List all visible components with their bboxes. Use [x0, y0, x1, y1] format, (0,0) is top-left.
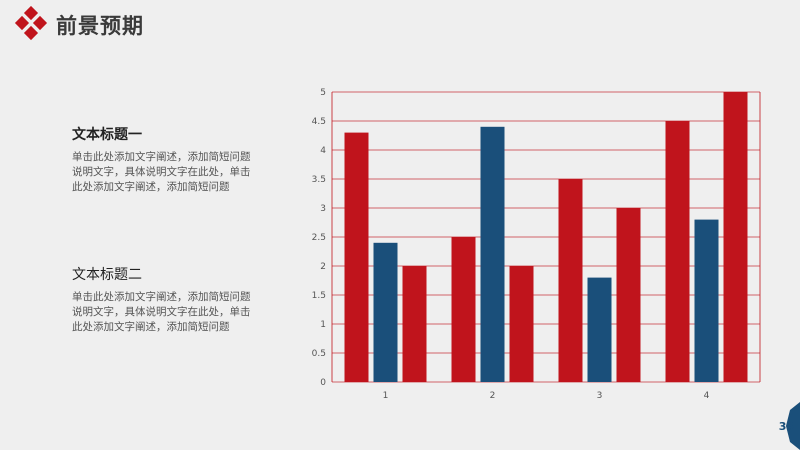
bar [587, 277, 612, 382]
diamond-logo-icon [14, 6, 48, 41]
text-block-1-body: 单击此处添加文字阐述，添加简短问题说明文字，具体说明文字在此处，单击此处添加文字… [72, 151, 251, 193]
y-tick-label: 0 [320, 378, 326, 388]
text-block-1-heading: 文本标题一 [72, 127, 142, 143]
text-block-2-body: 单击此处添加文字阐述，添加简短问题说明文字，具体说明文字在此处，单击此处添加文字… [72, 291, 251, 333]
page-number: 33 [778, 420, 794, 433]
bar [344, 132, 369, 382]
x-tick-label: 3 [597, 391, 603, 401]
text-block-1: 文本标题一 单击此处添加文字阐述，添加简短问题说明文字，具体说明文字在此处，单击… [72, 124, 254, 195]
bar [373, 242, 398, 382]
bar [451, 237, 476, 382]
bar [665, 121, 690, 382]
bar [616, 208, 641, 382]
y-tick-label: 4 [320, 146, 326, 156]
text-block-2-heading: 文本标题二 [72, 267, 142, 283]
bar [694, 219, 719, 382]
bar [723, 92, 748, 382]
bar [558, 179, 583, 382]
bar-chart: 0 0.5 1 1.5 2 2.5 3 3.5 4 4.5 5 1 2 3 4 [312, 88, 761, 401]
bar [402, 266, 427, 382]
bar [480, 126, 505, 382]
y-tick-label: 2.5 [312, 233, 326, 243]
y-tick-label: 2 [320, 262, 326, 272]
x-tick-label: 4 [704, 391, 710, 401]
corner-hexagon-icon [786, 402, 800, 450]
y-tick-label: 0.5 [312, 349, 326, 359]
y-tick-label: 3 [320, 204, 326, 214]
y-tick-label: 1.5 [312, 291, 326, 301]
text-block-2: 文本标题二 单击此处添加文字阐述，添加简短问题说明文字，具体说明文字在此处，单击… [72, 264, 254, 335]
page-title: 前景预期 [56, 14, 144, 38]
y-tick-label: 1 [320, 320, 326, 330]
x-tick-label: 2 [490, 391, 496, 401]
y-tick-label: 4.5 [312, 117, 326, 127]
x-tick-label: 1 [383, 391, 389, 401]
y-tick-label: 5 [320, 88, 326, 98]
bar [509, 266, 534, 382]
y-tick-label: 3.5 [312, 175, 326, 185]
